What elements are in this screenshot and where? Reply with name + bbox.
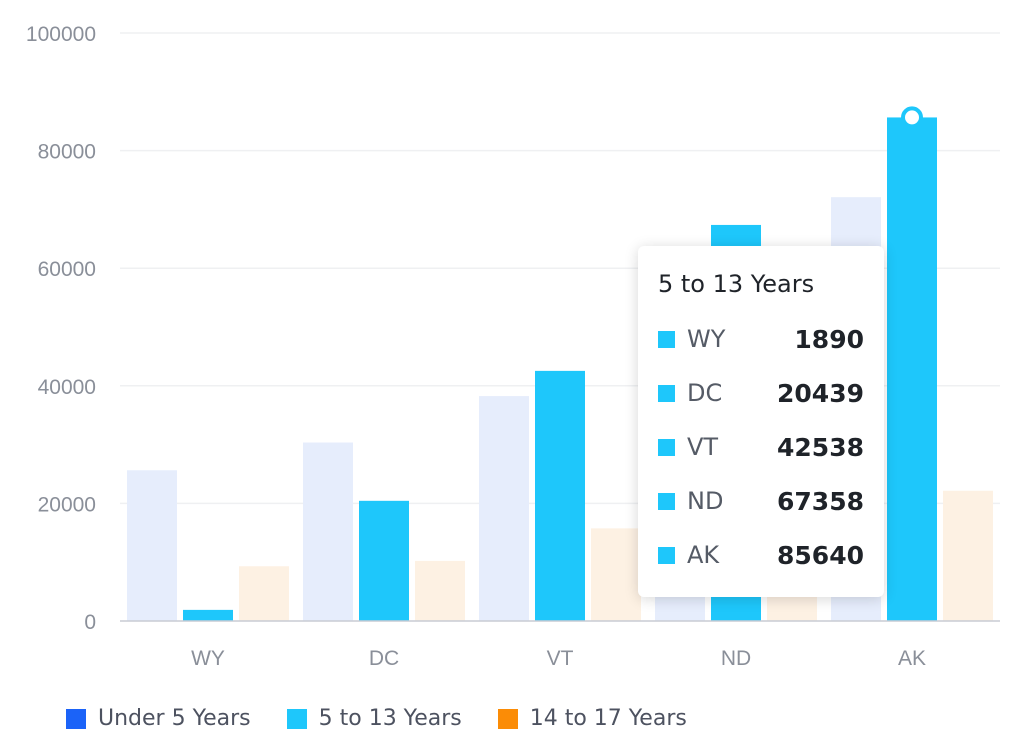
tooltip-row-value: 85640 (777, 540, 864, 570)
legend-swatch-5-to-13 (286, 708, 307, 729)
tooltip-swatch (658, 330, 675, 348)
legend-label-14-to-17: 14 to 17 Years (529, 706, 687, 731)
hover-marker-dot (901, 106, 923, 129)
tooltip-row-value: 67358 (777, 486, 864, 516)
bar-under-5-dc[interactable] (303, 442, 353, 621)
tooltip-row: DC 20439 (658, 366, 864, 420)
tooltip: 5 to 13 Years WY 1890 DC 20439 VT 42538 … (638, 246, 884, 597)
legend-item-5-to-13[interactable]: 5 to 13 Years (286, 706, 462, 731)
bar-5-to-13-ak[interactable] (887, 117, 937, 621)
tooltip-row: VT 42538 (658, 420, 864, 474)
x-tick-label: VT (547, 647, 574, 670)
legend-label-under-5: Under 5 Years (98, 706, 251, 731)
tooltip-row: WY 1890 (658, 312, 864, 366)
legend-item-under-5[interactable]: Under 5 Years (66, 706, 251, 731)
legend-label-5-to-13: 5 to 13 Years (318, 706, 462, 731)
tooltip-swatch (658, 384, 675, 402)
y-tick-label: 60000 (38, 258, 96, 281)
y-tick-label: 20000 (38, 493, 96, 516)
x-tick-label: AK (898, 647, 926, 670)
bar-14-to-17-ak[interactable] (943, 490, 993, 621)
x-tick-label: DC (369, 647, 399, 670)
bar-5-to-13-dc[interactable] (359, 500, 409, 621)
y-axis-ticks: 0 20000 40000 60000 80000 100000 (26, 23, 96, 634)
tooltip-row-name: VT (687, 433, 719, 461)
bar-14-to-17-vt[interactable] (591, 528, 641, 621)
y-tick-label: 80000 (38, 141, 96, 164)
tooltip-row-name: AK (687, 541, 720, 569)
tooltip-row-name: ND (687, 487, 724, 515)
tooltip-row-value: 1890 (794, 324, 864, 354)
bar-14-to-17-wy[interactable] (239, 566, 289, 621)
legend: Under 5 Years 5 to 13 Years 14 to 17 Yea… (66, 706, 687, 731)
tooltip-row: ND 67358 (658, 474, 864, 528)
bar-under-5-wy[interactable] (127, 470, 177, 621)
tooltip-row: AK 85640 (658, 528, 864, 582)
tooltip-swatch (658, 546, 675, 564)
y-tick-label: 100000 (26, 23, 96, 46)
legend-item-14-to-17[interactable]: 14 to 17 Years (497, 706, 687, 731)
x-tick-label: WY (191, 647, 225, 670)
legend-swatch-under-5 (66, 708, 86, 729)
tooltip-row-name: DC (687, 379, 723, 407)
hover-marker (901, 106, 923, 129)
tooltip-title: 5 to 13 Years (658, 270, 815, 298)
bar-under-5-vt[interactable] (479, 396, 529, 621)
tooltip-row-value: 20439 (777, 378, 864, 408)
tooltip-row-name: WY (687, 325, 726, 353)
y-tick-label: 40000 (38, 376, 96, 399)
y-tick-label: 0 (84, 611, 96, 634)
tooltip-swatch (658, 492, 675, 510)
bar-14-to-17-dc[interactable] (415, 560, 465, 621)
bar-5-to-13-vt[interactable] (535, 370, 585, 621)
tooltip-row-value: 42538 (777, 432, 864, 462)
x-axis-ticks: WY DC VT ND AK (191, 647, 926, 670)
tooltip-swatch (658, 438, 675, 456)
x-tick-label: ND (721, 647, 751, 670)
legend-swatch-14-to-17 (497, 708, 518, 729)
bar-5-to-13-wy[interactable] (183, 609, 233, 621)
